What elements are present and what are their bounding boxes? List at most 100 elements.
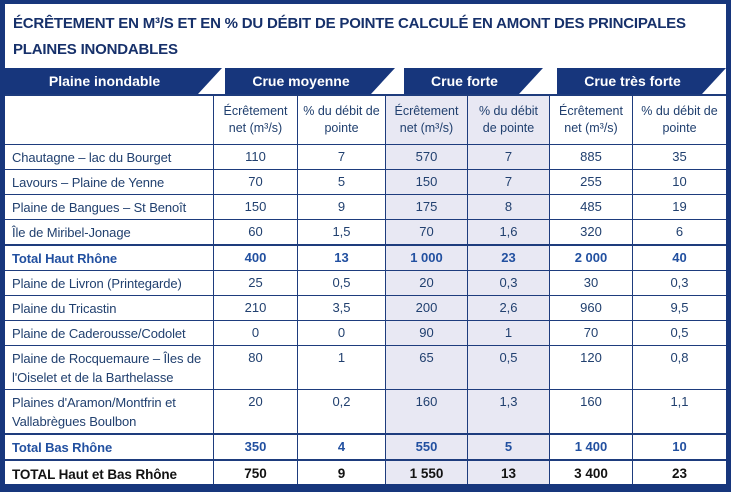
- row-label: Lavours – Plaine de Yenne: [12, 175, 165, 190]
- table-cell: 0,2: [297, 390, 385, 433]
- table-cell: 13: [467, 461, 549, 484]
- table-cell: 0,3: [467, 271, 549, 295]
- subheader-pct-tres-forte: % du débit de pointe: [632, 96, 726, 144]
- table-cell: 80: [213, 346, 297, 389]
- table-row: TOTAL Haut et Bas Rhône 750 9 1 550 13 3 400 2…: [5, 459, 726, 484]
- table-cell: 3,5: [297, 296, 385, 320]
- table-cell: 1,6: [467, 220, 549, 244]
- table-cell: 0: [297, 321, 385, 345]
- row-label: Plaine de Livron (Printegarde): [12, 276, 182, 291]
- subheader-row: Écrêtement net (m³/s) % du débit de poin…: [5, 94, 726, 144]
- table-cell: 19: [632, 195, 726, 219]
- table-cell: 5: [467, 435, 549, 459]
- table-cell: 10: [632, 435, 726, 459]
- page-title: ÉCRÊTEMENT EN M³/S ET EN % DU DÉBIT DE P…: [13, 15, 686, 58]
- table-cell: 150: [385, 170, 467, 194]
- table-cell: 4: [297, 435, 385, 459]
- table-body: Chautagne – lac du Bourget 110 7 570 7 885 35 L…: [5, 144, 726, 484]
- table-cell: 885: [549, 145, 632, 169]
- table-cell: 350: [213, 435, 297, 459]
- table-cell: 23: [467, 246, 549, 270]
- table-cell: 150: [213, 195, 297, 219]
- table-row: Plaine de Caderousse/Codolet 0 0 90 1 70 0,5: [5, 320, 726, 345]
- row-label: Total Bas Rhône: [12, 440, 113, 455]
- tab-plaine-inondable: Plaine inondable: [5, 68, 222, 94]
- table-cell: 485: [549, 195, 632, 219]
- table-cell: 160: [385, 390, 467, 433]
- table-cell: 0,8: [632, 346, 726, 389]
- table-cell: 23: [632, 461, 726, 484]
- table-cell: 1,3: [467, 390, 549, 433]
- table-row: Plaine de Bangues – St Benoît 150 9 175 8 485…: [5, 194, 726, 219]
- table-cell: 160: [549, 390, 632, 433]
- table-cell: 40: [632, 246, 726, 270]
- table-cell: 9: [297, 195, 385, 219]
- table-cell: 1: [467, 321, 549, 345]
- row-label: Total Haut Rhône: [12, 251, 118, 266]
- table-cell: 30: [549, 271, 632, 295]
- subheader-pct-forte: % du débit de pointe: [467, 96, 549, 144]
- table-cell: 3 400: [549, 461, 632, 484]
- row-label: TOTAL Haut et Bas Rhône: [12, 467, 177, 482]
- table-cell: 9: [297, 461, 385, 484]
- table-cell: 1 550: [385, 461, 467, 484]
- table-cell: 20: [385, 271, 467, 295]
- subheader-empty-cell: [5, 96, 213, 144]
- table-row: Total Bas Rhône 350 4 550 5 1 400 10: [5, 433, 726, 459]
- table-cell: 0: [213, 321, 297, 345]
- table-cell: 25: [213, 271, 297, 295]
- table-row: Plaine de Livron (Printegarde) 25 0,5 20 0,3…: [5, 270, 726, 295]
- table-row: Plaine du Tricastin 210 3,5 200 2,6 960 9,5: [5, 295, 726, 320]
- table-cell: 570: [385, 145, 467, 169]
- table-cell: 20: [213, 390, 297, 433]
- table-cell: 60: [213, 220, 297, 244]
- table-cell: 2,6: [467, 296, 549, 320]
- data-table: Écrêtement net (m³/s) % du débit de poin…: [5, 94, 726, 484]
- table-cell: 1,1: [632, 390, 726, 433]
- table-cell: 5: [297, 170, 385, 194]
- table-row: Île de Miribel-Jonage 60 1,5 70 1,6 320 6: [5, 219, 726, 244]
- subheader-ecretement-tres-forte: Écrêtement net (m³/s): [549, 96, 632, 144]
- subheader-ecretement-moyenne: Écrêtement net (m³/s): [213, 96, 297, 144]
- table-cell: 550: [385, 435, 467, 459]
- table-cell: 65: [385, 346, 467, 389]
- table-cell: 1,5: [297, 220, 385, 244]
- table-cell: 7: [467, 170, 549, 194]
- tab-crue-forte: Crue forte: [404, 68, 543, 94]
- header-tabs: Plaine inondable Crue moyenne Crue forte…: [5, 68, 726, 94]
- row-label: Plaine de Caderousse/Codolet: [12, 326, 186, 341]
- table-cell: 175: [385, 195, 467, 219]
- table-cell: 2 000: [549, 246, 632, 270]
- subheader-ecretement-forte: Écrêtement net (m³/s): [385, 96, 467, 144]
- row-label: Plaine du Tricastin: [12, 301, 117, 316]
- table-cell: 70: [213, 170, 297, 194]
- row-label: Plaine de Bangues – St Benoît: [12, 200, 187, 215]
- table-cell: 0,5: [467, 346, 549, 389]
- row-label: Plaines d'Aramon/Montfrin et Vallabrègue…: [12, 395, 176, 429]
- table-cell: 120: [549, 346, 632, 389]
- table-cell: 750: [213, 461, 297, 484]
- table-row: Lavours – Plaine de Yenne 70 5 150 7 255 10: [5, 169, 726, 194]
- table-cell: 35: [632, 145, 726, 169]
- table-cell: 1: [297, 346, 385, 389]
- table-cell: 9,5: [632, 296, 726, 320]
- table-row: Chautagne – lac du Bourget 110 7 570 7 885 35: [5, 144, 726, 169]
- table-row: Plaine de Rocquemaure – Îles de l'Oisele…: [5, 345, 726, 389]
- table-cell: 0,5: [632, 321, 726, 345]
- table-cell: 7: [297, 145, 385, 169]
- table-cell: 7: [467, 145, 549, 169]
- table-row: Plaines d'Aramon/Montfrin et Vallabrègue…: [5, 389, 726, 433]
- table-cell: 10: [632, 170, 726, 194]
- table-cell: 110: [213, 145, 297, 169]
- table-cell: 0,3: [632, 271, 726, 295]
- table-cell: 200: [385, 296, 467, 320]
- table-cell: 1 000: [385, 246, 467, 270]
- row-label: Chautagne – lac du Bourget: [12, 150, 172, 165]
- table-cell: 1 400: [549, 435, 632, 459]
- tab-crue-moyenne: Crue moyenne: [225, 68, 395, 94]
- table-cell: 960: [549, 296, 632, 320]
- subheader-pct-moyenne: % du débit de pointe: [297, 96, 385, 144]
- table-row: Total Haut Rhône 400 13 1 000 23 2 000 40: [5, 244, 726, 270]
- table-cell: 320: [549, 220, 632, 244]
